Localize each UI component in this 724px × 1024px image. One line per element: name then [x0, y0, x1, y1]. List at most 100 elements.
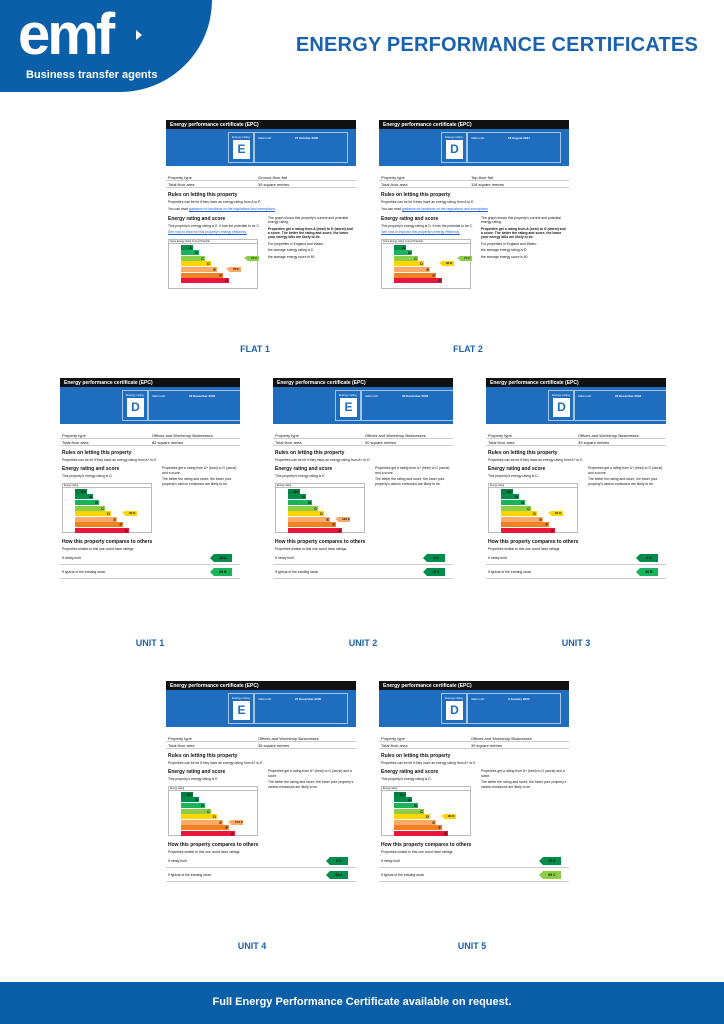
rules-text: Properties can be let if they have an en…	[488, 458, 584, 462]
rating-text: This property's energy rating is E.	[168, 777, 219, 782]
floor-area-row: Total floor area 118 square metres	[379, 181, 569, 188]
newly-built-row: If newly built 4 A	[273, 551, 453, 566]
valid-until-label: Valid until:	[471, 697, 485, 701]
energy-section: Energy rating and score This property's e…	[166, 769, 356, 836]
typical-stock-row-label: If typical of the existing stock	[168, 873, 212, 878]
floor-area-row: Total floor area 39 square metres	[486, 439, 666, 446]
certificate-label: UNIT 3	[561, 638, 591, 648]
graph-explanation: The graph shows this property's current …	[268, 215, 348, 225]
rules-heading: Rules on letting this property	[168, 753, 238, 759]
certificate-label: FLAT 1	[240, 344, 270, 354]
validity-cell: Valid until: 27 October 2030	[254, 132, 348, 163]
rules-heading: Rules on letting this property	[275, 450, 345, 456]
energy-left-column: Energy rating and score This property's e…	[381, 216, 477, 289]
emissions-explanation: The better the rating and score, the low…	[268, 780, 354, 789]
region-text: For properties in England and Wales:	[481, 241, 537, 246]
improve-link[interactable]: See how to improve this property's energ…	[168, 230, 247, 235]
band-bar-b: B	[75, 500, 99, 505]
band-bar-d: D	[181, 261, 211, 267]
potential-rating-marker: 74 C	[244, 255, 259, 261]
rules-text: Properties can be let if they have an en…	[168, 761, 264, 765]
newly-built-row-score-badge: 6 A	[636, 554, 658, 563]
improve-link[interactable]: See how to improve this property's energ…	[381, 230, 460, 235]
newly-built-row-label: If newly built	[62, 556, 81, 561]
newly-built-row: If newly built 18 A	[60, 551, 240, 566]
chart-header: Energy rating	[169, 787, 257, 791]
floor-area-label: Total floor area	[275, 439, 302, 445]
valid-until-label: Valid until:	[258, 136, 272, 140]
rating-text: This property's energy rating is D. It h…	[381, 223, 474, 228]
band-bar-e: E	[181, 267, 217, 273]
energy-right-column: The graph shows this property's current …	[264, 216, 354, 289]
epc-header-title: Energy performance certificate (EPC)	[166, 120, 356, 129]
valid-until-date: 3 January 2033	[508, 697, 530, 701]
typical-stock-row-score-badge: 69 C	[539, 871, 561, 880]
emissions-explanation: The better the rating and score, the low…	[162, 477, 232, 486]
newly-built-row-label: If newly built	[488, 556, 507, 561]
band-bar-a: A	[181, 244, 193, 250]
band-bar-a: A	[394, 797, 412, 803]
floor-area-value: 35 square metres	[258, 742, 290, 748]
valid-until-label: Valid until:	[258, 697, 272, 701]
energy-left-column: Energy rating and score This property's e…	[381, 769, 477, 836]
guidance-link[interactable]: guidance for landlords on the regulation…	[401, 207, 488, 212]
property-type-value: Offices and Workshop Businesses	[365, 432, 426, 438]
guidance-paragraph: You can read guidance for landlords on t…	[168, 207, 275, 212]
guidance-paragraph: You can read guidance for landlords on t…	[381, 207, 488, 212]
band-bar-e: E	[394, 819, 436, 825]
typical-stock-row-label: If typical of the existing stock	[275, 570, 319, 575]
rating-cell: Energy rating D	[441, 132, 467, 163]
rating-cell: Energy rating E	[335, 390, 361, 421]
band-bar-f: F	[501, 522, 549, 528]
energy-section: Energy rating and score This property's e…	[166, 216, 356, 289]
band-bar-e: E	[288, 516, 330, 522]
energy-rating-letter: D	[553, 398, 570, 417]
energy-rating-label: Energy rating	[552, 393, 570, 397]
valid-until-date: 29 December 2032	[402, 394, 429, 398]
energy-rating-letter: D	[127, 398, 144, 417]
band-bar-c: C	[394, 255, 418, 261]
band-bar-b: B	[394, 250, 412, 256]
epc-rating-banner: Energy rating E Valid until: 29 December 20…	[273, 387, 453, 424]
energy-heading: Energy rating and score	[275, 466, 333, 473]
compare-heading: How this property compares to others	[62, 538, 153, 545]
energy-right-column: Properties get a rating from A+ (best) t…	[477, 769, 567, 835]
energy-right-column: Properties get a rating from A+ (best) t…	[371, 466, 451, 532]
spacer	[60, 424, 240, 432]
rating-text: This property's energy rating is D.	[381, 777, 432, 782]
average-score: the average energy score is 60	[481, 254, 528, 259]
guidance-link[interactable]: guidance for landlords on the regulation…	[188, 207, 275, 212]
epc-certificate-unit-4: Energy performance certificate (EPC) Ener…	[166, 681, 356, 929]
chart-header: Energy rating	[276, 484, 364, 488]
floor-area-label: Total floor area	[381, 181, 408, 187]
energy-left-column: Energy rating and score This property's e…	[488, 466, 584, 533]
page-title: ENERGY PERFORMANCE CERTIFICATES	[295, 34, 698, 56]
epc-rating-banner: Energy rating E Valid until: 21 December 20…	[166, 690, 356, 727]
floor-area-label: Total floor area	[168, 181, 195, 187]
compare-intro: Properties similar to this one could hav…	[381, 849, 454, 854]
emissions-explanation: The better the rating and score, the low…	[375, 477, 445, 486]
compare-heading: How this property compares to others	[275, 538, 366, 545]
potential-rating-marker: 71 C	[457, 255, 472, 261]
newly-built-row: If newly built 6 A	[486, 551, 666, 566]
epc-rating-banner: Energy rating D Valid until: 29 December 20…	[486, 387, 666, 424]
energy-right-column: Properties get a rating from A+ (best) t…	[158, 466, 238, 532]
compare-intro: Properties similar to this one could hav…	[62, 546, 135, 551]
rules-text: Properties can be let if they have an en…	[381, 200, 475, 204]
band-bar-aplus: A+	[288, 488, 300, 494]
energy-section: Energy rating and score This property's e…	[379, 769, 569, 836]
spacer	[166, 166, 356, 174]
chart-header: Score Energy rating Current Potential	[382, 240, 470, 244]
floor-area-value: 118 square metres	[471, 181, 505, 187]
rules-heading: Rules on letting this property	[62, 450, 132, 456]
rules-heading: Rules on letting this property	[381, 753, 451, 759]
epc-certificate-flat-1: Energy performance certificate (EPC) Ener…	[166, 120, 356, 342]
validity-cell: Valid until: 3 January 2033	[467, 693, 561, 724]
energy-rating-label: Energy rating	[232, 135, 250, 139]
energy-rating-letter: E	[340, 398, 357, 417]
valid-until-date: 18 August 2031	[508, 136, 530, 140]
property-type-row: Property type Offices and Workshop Busine…	[273, 432, 453, 439]
epc-certificate-unit-1: Energy performance certificate (EPC) Ener…	[60, 378, 240, 620]
energy-rating-letter: D	[446, 701, 463, 720]
band-bar-d: D	[394, 814, 430, 820]
